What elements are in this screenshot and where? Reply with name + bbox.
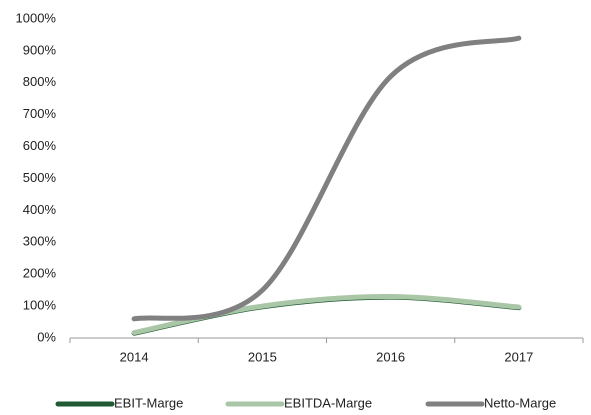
legend-label: Netto-Marge <box>484 395 556 410</box>
y-tick-label: 800% <box>23 74 57 89</box>
y-tick-label: 400% <box>23 202 57 217</box>
legend-label: EBITDA-Marge <box>284 395 372 410</box>
y-tick-label: 1000% <box>16 10 57 25</box>
legend-label: EBIT-Marge <box>114 395 183 410</box>
y-tick-label: 0% <box>37 329 56 344</box>
y-tick-label: 500% <box>23 170 57 185</box>
y-tick-label: 600% <box>23 138 57 153</box>
x-tick-label: 2015 <box>248 349 277 364</box>
x-tick-label: 2016 <box>376 349 405 364</box>
y-tick-label: 700% <box>23 106 57 121</box>
y-tick-label: 100% <box>23 298 57 313</box>
y-tick-label: 200% <box>23 266 57 281</box>
series-line <box>131 35 522 322</box>
y-tick-label: 300% <box>23 234 57 249</box>
x-tick-label: 2017 <box>504 349 533 364</box>
x-tick-label: 2014 <box>120 349 149 364</box>
y-tick-label: 900% <box>23 42 57 57</box>
